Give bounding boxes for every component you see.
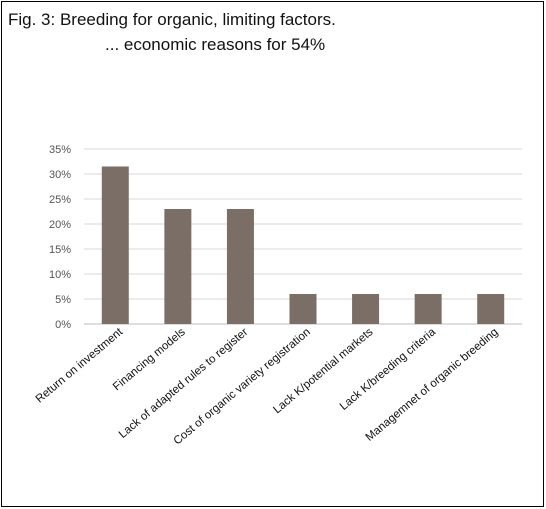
- grid-lines: [84, 148, 522, 325]
- bars: [101, 166, 505, 324]
- figure-title: Fig. 3: Breeding for organic, limiting f…: [8, 10, 336, 29]
- y-tick-label: 5%: [55, 294, 71, 306]
- y-axis-ticks: 0% 5% 10% 15% 20% 25% 30% 35%: [49, 144, 71, 331]
- y-tick-label: 0%: [55, 319, 71, 331]
- y-tick-label: 35%: [49, 144, 71, 156]
- figure-subtitle: ... economic reasons for 54%: [105, 35, 326, 54]
- x-category-label: Lack K/potential markets: [271, 326, 375, 416]
- bar: [352, 294, 380, 324]
- bar: [477, 294, 505, 324]
- bar: [164, 209, 192, 324]
- y-tick-label: 20%: [49, 219, 71, 231]
- x-category-label: Managemnet of organic breeding: [364, 326, 501, 444]
- bar: [226, 209, 254, 324]
- bar: [289, 294, 317, 324]
- x-category-label: Cost of organic variety registration: [172, 326, 313, 447]
- y-tick-label: 10%: [49, 269, 71, 281]
- y-tick-label: 25%: [49, 194, 71, 206]
- x-category-label: Lack of adapted rules to register: [117, 326, 251, 441]
- y-tick-label: 30%: [49, 169, 71, 181]
- bar: [414, 294, 442, 324]
- bar: [101, 166, 129, 324]
- x-category-label: Return on investment: [34, 326, 126, 406]
- y-tick-label: 15%: [49, 244, 71, 256]
